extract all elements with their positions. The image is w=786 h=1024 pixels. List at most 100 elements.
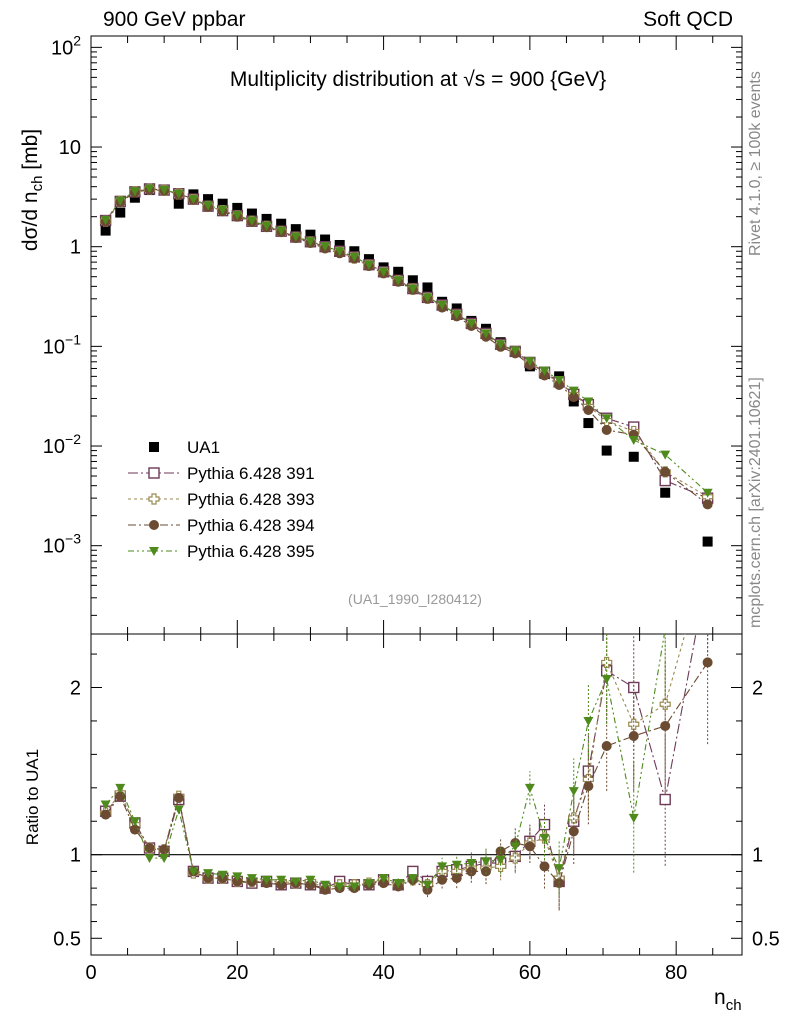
data-point-394 <box>320 884 331 895</box>
data-point-393 <box>495 860 507 872</box>
data-point-ua1 <box>276 218 287 229</box>
header-right-label: Soft QCD <box>643 8 733 31</box>
data-point-395 <box>276 226 287 236</box>
main-y-axis-label: dσ/d nch [mb] <box>19 129 46 251</box>
legend: UA1 Pythia 6.428 391 Pythia 6.428 393 Pythi… <box>128 438 315 561</box>
data-point-ua1 <box>628 451 639 462</box>
data-point-394 <box>568 826 579 837</box>
data-point-394 <box>702 499 713 510</box>
data-point-395 <box>510 346 521 356</box>
data-point-395 <box>173 189 184 199</box>
data-point-395 <box>378 874 389 884</box>
data-point-395 <box>246 216 257 226</box>
data-point-391 <box>148 467 160 479</box>
data-point-395 <box>246 874 257 884</box>
data-point-ua1 <box>246 208 257 219</box>
data-point-ua1 <box>173 198 184 209</box>
data-point-395 <box>217 205 228 215</box>
data-point-395 <box>568 787 579 797</box>
data-point-394 <box>601 741 612 752</box>
ratio-y-tick-label-right: 0.5 <box>752 928 780 950</box>
ratio-frame <box>90 633 743 956</box>
ratio-y-tick-label: 1 <box>70 845 81 867</box>
data-point-ua1 <box>407 275 418 286</box>
analysis-id-watermark: (UA1_1990_I280412) <box>348 591 482 607</box>
data-point-394 <box>144 843 155 853</box>
data-point-395 <box>290 877 301 887</box>
data-point-394 <box>702 657 713 668</box>
data-point-395 <box>232 872 243 882</box>
data-point-ua1 <box>129 192 140 203</box>
data-point-394 <box>568 392 579 403</box>
data-point-395 <box>495 855 506 865</box>
data-point-391 <box>703 565 713 575</box>
data-point-395 <box>334 882 345 892</box>
data-point-395 <box>100 216 111 226</box>
data-point-395 <box>188 867 199 877</box>
data-point-395 <box>149 547 159 556</box>
data-point-394 <box>583 404 594 415</box>
data-point-395 <box>437 862 448 872</box>
data-point-395 <box>363 879 374 889</box>
data-point-394 <box>437 874 448 885</box>
data-point-394 <box>524 841 535 852</box>
data-point-394 <box>660 720 671 731</box>
data-point-394 <box>232 876 243 887</box>
data-point-394 <box>660 466 671 477</box>
legend-label: Pythia 6.428 394 <box>187 516 315 535</box>
data-point-395 <box>524 357 535 367</box>
data-point-391 <box>659 793 671 806</box>
data-point-395 <box>261 221 272 231</box>
main-y-tick-label: 102 <box>51 32 81 59</box>
data-point-395 <box>451 860 462 870</box>
data-point-395 <box>524 783 535 793</box>
x-tick-label: 20 <box>226 962 248 984</box>
data-point-394 <box>451 873 462 884</box>
data-point-395 <box>703 516 713 525</box>
data-point-395 <box>480 857 491 867</box>
data-point-395 <box>159 854 170 864</box>
data-point-395 <box>232 210 243 220</box>
x-axis-label: nch <box>714 986 742 1014</box>
data-point-ua1 <box>583 418 594 429</box>
ratio-series-group <box>99 516 713 911</box>
data-point-395 <box>159 185 170 195</box>
data-point-ua1 <box>422 282 433 293</box>
data-point-393 <box>659 698 671 710</box>
data-point-395 <box>261 875 272 885</box>
data-point-395 <box>568 386 579 396</box>
rivet-version-label: Rivet 4.1.0, ≥ 100k events <box>747 71 764 256</box>
data-point-395 <box>320 242 331 252</box>
data-point-395 <box>660 450 671 460</box>
main-panel: 102 10 1 10−1 10−2 10−3 <box>43 32 743 635</box>
data-point-395 <box>407 874 418 884</box>
data-point-394 <box>422 884 433 895</box>
data-point-395 <box>305 237 316 247</box>
legend-label: Pythia 6.428 393 <box>187 490 315 509</box>
data-point-ua1 <box>290 224 301 235</box>
data-point-393 <box>148 493 160 505</box>
data-point-ua1 <box>203 194 214 205</box>
ratio-y-tick-label: 2 <box>70 678 81 700</box>
data-point-ua1 <box>601 445 612 456</box>
data-point-395 <box>363 260 374 270</box>
main-y-tick-label: 10−3 <box>43 531 81 558</box>
series-line <box>105 188 708 505</box>
data-point-ua1 <box>334 239 345 250</box>
data-point-395 <box>539 366 550 376</box>
data-point-ua1 <box>115 207 126 218</box>
data-point-ua1 <box>217 198 228 209</box>
data-point-395 <box>510 842 521 852</box>
main-y-tick-label: 10 <box>59 137 81 159</box>
data-point-395 <box>129 817 140 827</box>
data-point-395 <box>173 805 184 815</box>
data-point-394 <box>480 866 491 877</box>
main-y-tick-label: 10−2 <box>43 431 81 458</box>
data-point-395 <box>554 864 565 874</box>
main-series-group <box>99 183 714 547</box>
data-point-394 <box>173 792 184 803</box>
ratio-y-tick-label-right: 1 <box>752 845 763 867</box>
data-point-394 <box>495 846 506 857</box>
mcplots-citation-label: mcplots.cern.ch [arXiv:2401.10621] <box>747 377 764 628</box>
x-tick-label: 40 <box>372 962 394 984</box>
